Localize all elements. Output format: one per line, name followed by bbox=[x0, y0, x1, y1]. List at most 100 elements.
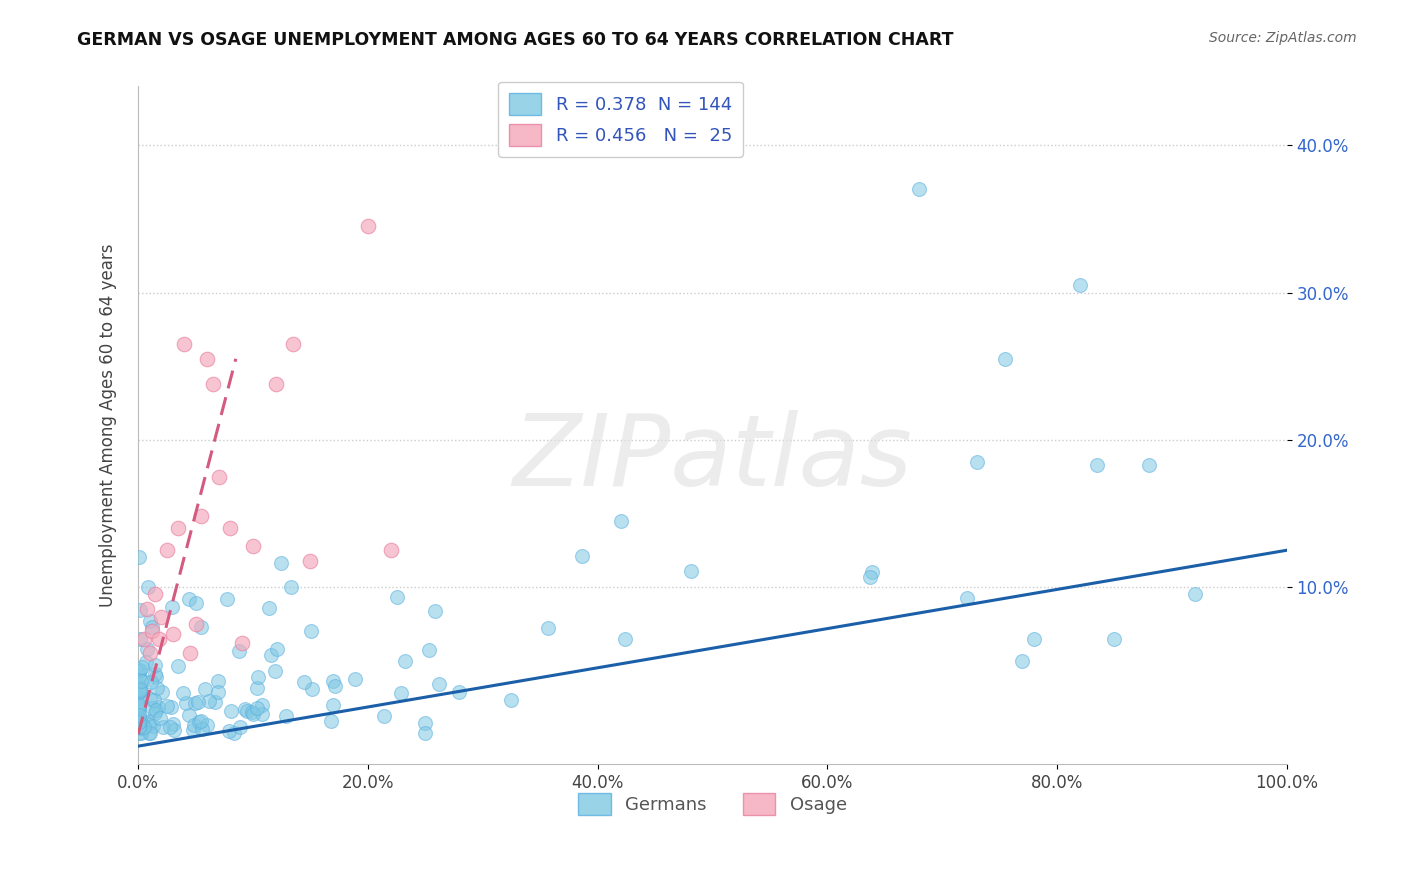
Point bbox=[143, 692, 166, 706]
Point bbox=[204, 695, 226, 709]
Point bbox=[357, 219, 380, 234]
Point bbox=[299, 624, 322, 638]
Point bbox=[292, 674, 315, 689]
Point bbox=[219, 521, 242, 535]
Point bbox=[994, 351, 1017, 366]
Point bbox=[190, 620, 212, 634]
Point bbox=[159, 720, 181, 734]
Point bbox=[129, 718, 152, 732]
Point bbox=[246, 681, 269, 695]
Point bbox=[610, 514, 633, 528]
Point bbox=[129, 632, 152, 647]
Point bbox=[148, 700, 170, 714]
Point bbox=[1022, 632, 1045, 646]
Point bbox=[242, 539, 264, 553]
Point bbox=[423, 604, 446, 618]
Point bbox=[184, 696, 207, 710]
Text: ZIPatlas: ZIPatlas bbox=[512, 410, 912, 508]
Point bbox=[276, 709, 298, 723]
Point bbox=[162, 717, 184, 731]
Point bbox=[207, 685, 229, 699]
Point bbox=[173, 337, 195, 351]
Point bbox=[156, 699, 179, 714]
Point bbox=[860, 566, 883, 580]
Point bbox=[135, 655, 157, 669]
Point bbox=[132, 632, 155, 646]
Point bbox=[195, 718, 218, 732]
Point bbox=[571, 549, 593, 563]
Y-axis label: Unemployment Among Ages 60 to 64 years: Unemployment Among Ages 60 to 64 years bbox=[100, 244, 117, 607]
Point bbox=[177, 591, 200, 606]
Point bbox=[149, 711, 172, 725]
Point bbox=[138, 726, 160, 740]
Point bbox=[190, 714, 212, 729]
Point bbox=[167, 521, 190, 535]
Point bbox=[162, 627, 184, 641]
Point bbox=[207, 469, 229, 483]
Point bbox=[141, 624, 163, 639]
Point bbox=[184, 616, 207, 631]
Point bbox=[257, 601, 280, 615]
Point bbox=[187, 695, 209, 709]
Point bbox=[499, 692, 522, 706]
Point bbox=[139, 726, 162, 740]
Point bbox=[132, 674, 155, 689]
Point bbox=[197, 694, 219, 708]
Point bbox=[283, 337, 305, 351]
Point bbox=[128, 681, 150, 695]
Point bbox=[128, 720, 150, 734]
Point bbox=[128, 678, 150, 692]
Point bbox=[264, 664, 287, 678]
Point bbox=[1137, 458, 1160, 472]
Point bbox=[1184, 587, 1206, 601]
Point bbox=[966, 455, 988, 469]
Point bbox=[128, 699, 150, 714]
Point bbox=[134, 720, 156, 734]
Point bbox=[142, 719, 165, 733]
Point bbox=[394, 654, 416, 668]
Point bbox=[194, 681, 217, 696]
Point bbox=[131, 726, 153, 740]
Point bbox=[131, 660, 153, 674]
Point bbox=[266, 642, 288, 657]
Point bbox=[128, 664, 150, 678]
Point bbox=[280, 580, 302, 594]
Point bbox=[128, 721, 150, 735]
Point bbox=[176, 696, 198, 710]
Point bbox=[270, 556, 292, 570]
Point bbox=[143, 658, 166, 673]
Point bbox=[956, 591, 979, 606]
Point bbox=[143, 706, 166, 720]
Point bbox=[389, 686, 412, 700]
Point bbox=[1104, 632, 1126, 646]
Point bbox=[231, 636, 253, 650]
Point bbox=[156, 543, 179, 558]
Point bbox=[128, 698, 150, 713]
Point bbox=[148, 632, 170, 646]
Point bbox=[138, 714, 160, 729]
Point bbox=[128, 684, 150, 698]
Point bbox=[228, 644, 250, 658]
Point bbox=[128, 715, 150, 730]
Point bbox=[236, 704, 259, 718]
Point bbox=[129, 682, 152, 697]
Point bbox=[152, 720, 174, 734]
Point bbox=[139, 614, 162, 628]
Point bbox=[344, 672, 367, 686]
Point bbox=[299, 553, 322, 567]
Point bbox=[128, 720, 150, 734]
Point bbox=[163, 723, 186, 737]
Point bbox=[131, 721, 153, 735]
Point bbox=[183, 717, 205, 731]
Point bbox=[146, 681, 169, 695]
Point bbox=[1069, 278, 1091, 293]
Point bbox=[143, 667, 166, 681]
Point bbox=[129, 713, 152, 727]
Point bbox=[128, 663, 150, 677]
Point bbox=[221, 704, 243, 718]
Point bbox=[145, 587, 167, 601]
Point bbox=[128, 720, 150, 734]
Point bbox=[380, 543, 402, 558]
Point bbox=[252, 698, 274, 712]
Point bbox=[160, 700, 183, 714]
